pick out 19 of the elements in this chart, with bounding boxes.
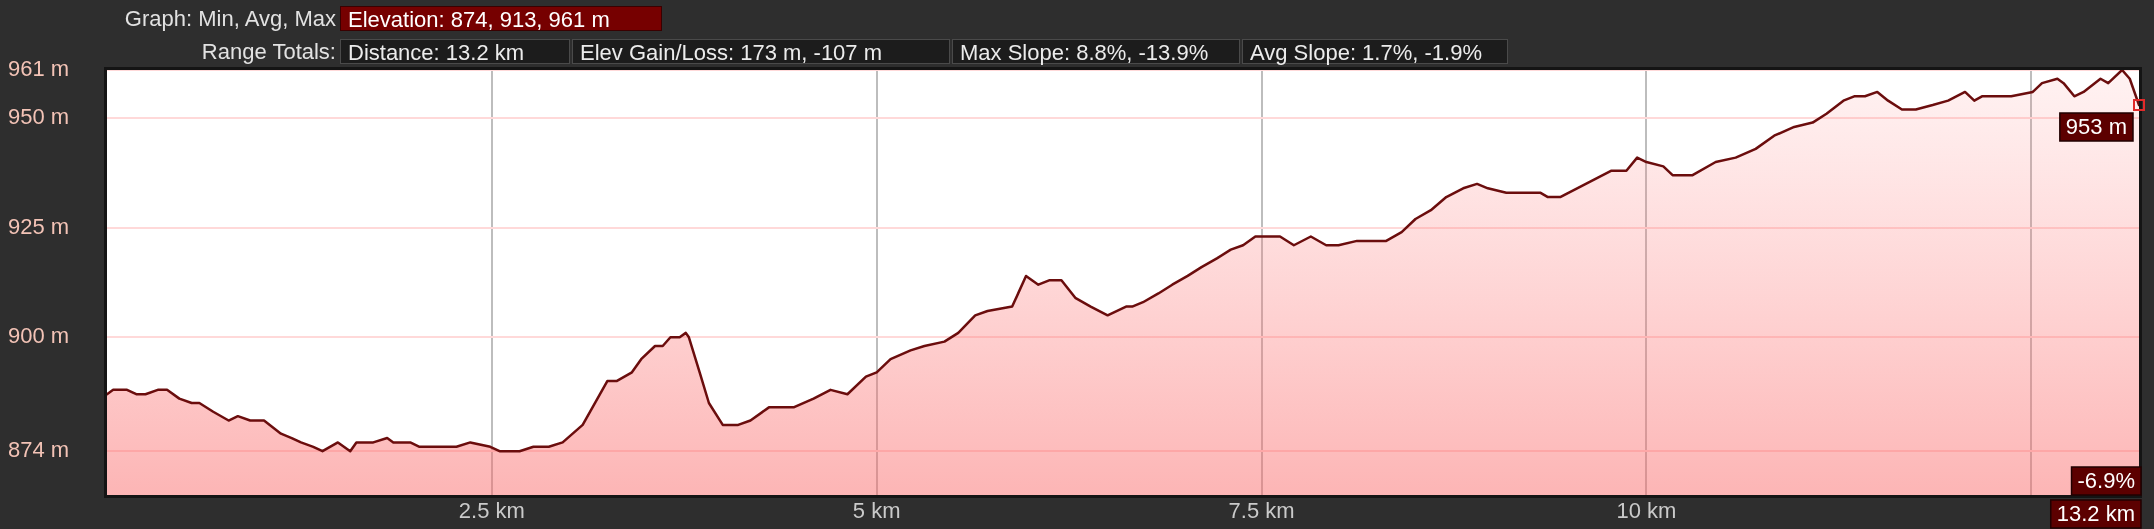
text: 13.2 km [2056,501,2136,527]
text: Avg Slope: 1.7%, -1.9% [1242,39,1508,65]
text: Range Totals: [201,39,336,64]
y-tick-label: 961 m [8,56,70,82]
x-tick-label: 7.5 km [1228,498,1295,524]
text: Max Slope: 8.8%, -13.9% [952,39,1240,65]
x-tick-label: 2.5 km [458,498,525,524]
text: Distance: 13.2 km [340,39,570,65]
y-tick-label: 874 m [8,437,70,463]
annotation: 953 m [2065,114,2128,140]
x-tick-label: 10 km [1616,498,1677,524]
text: Graph: Min, Avg, Max [124,6,336,31]
y-tick-label: 900 m [8,323,70,349]
y-tick-label: 950 m [8,104,70,130]
text: Elevation: 874, 913, 961 m [340,6,662,32]
x-tick-label: 5 km [852,498,901,524]
annotation: -6.9% [2077,468,2136,494]
text: Elev Gain/Loss: 173 m, -107 m [572,39,950,65]
y-tick-label: 925 m [8,213,70,239]
